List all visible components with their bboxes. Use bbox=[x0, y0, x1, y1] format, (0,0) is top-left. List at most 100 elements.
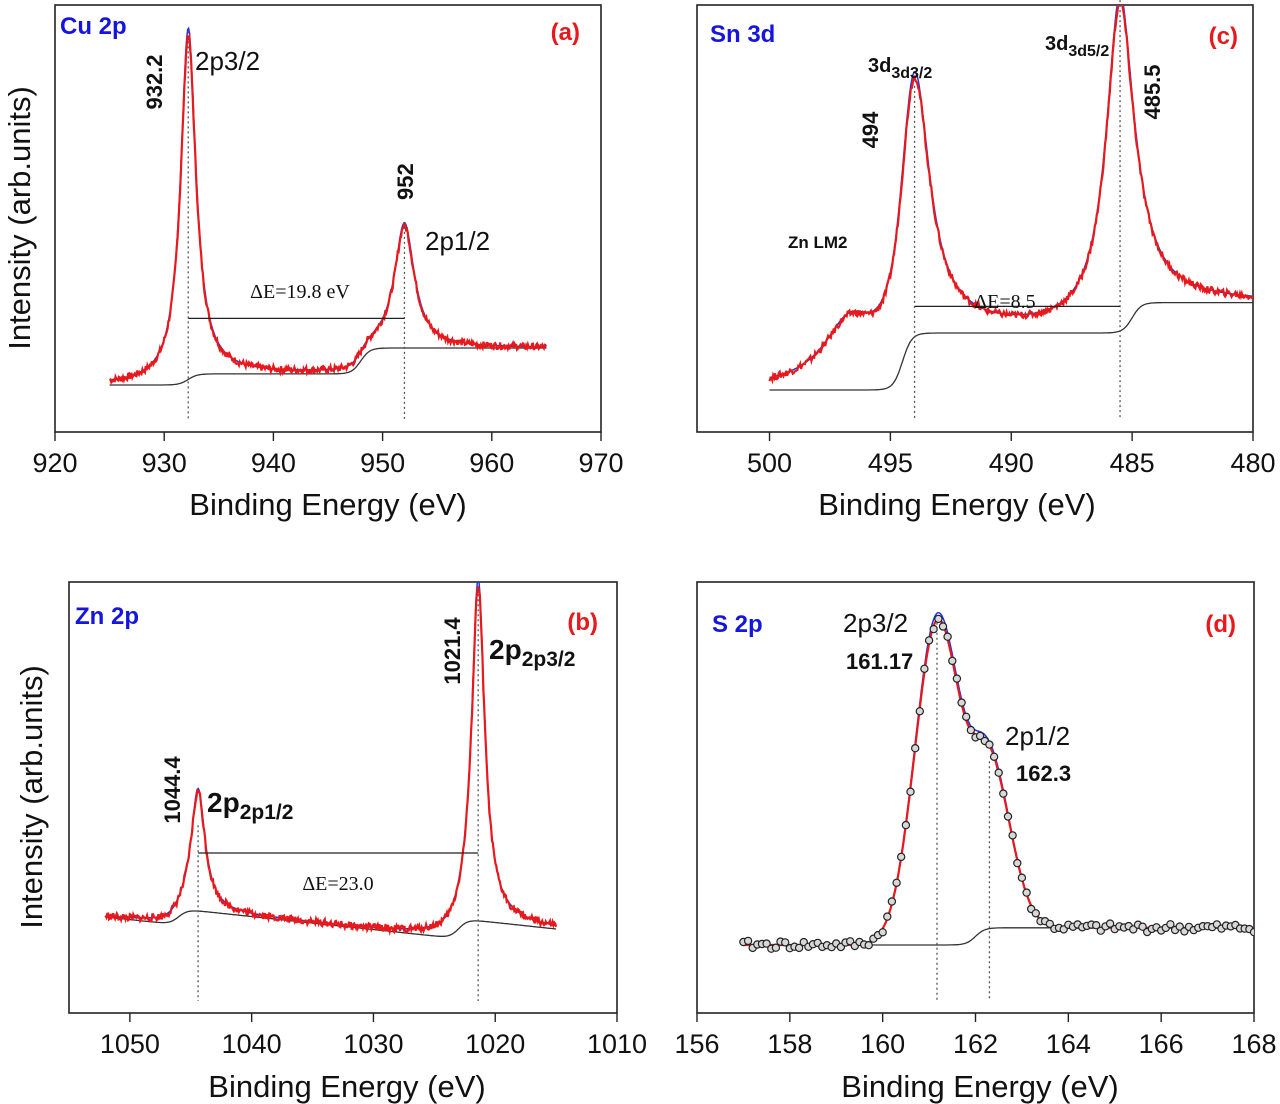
data-point bbox=[1008, 831, 1017, 840]
x-tick-label: 162 bbox=[953, 1029, 998, 1059]
x-tick-label: 164 bbox=[1046, 1029, 1091, 1059]
panel-label: (b) bbox=[567, 609, 598, 636]
peak-label-text: 2p3/2 bbox=[522, 648, 576, 671]
data-point bbox=[943, 632, 952, 641]
x-tick-label: 500 bbox=[747, 448, 792, 478]
x-ticks: 156 158 160 162 164 166 168 bbox=[674, 1013, 1277, 1059]
plot-frame bbox=[54, 4, 602, 433]
data-point bbox=[887, 897, 897, 906]
data-point bbox=[915, 707, 925, 716]
x-axis-label: Binding Energy (eV) bbox=[818, 487, 1095, 522]
data-point bbox=[999, 789, 1008, 798]
y-axis-label: Intensity (arb.units) bbox=[14, 665, 49, 929]
data-point bbox=[966, 725, 976, 735]
x-tick-label: 480 bbox=[1230, 448, 1275, 478]
data-point bbox=[929, 624, 938, 634]
data-point bbox=[1003, 812, 1013, 821]
data-point bbox=[962, 712, 971, 722]
data-point bbox=[934, 614, 943, 624]
x-tick-label: 156 bbox=[674, 1029, 719, 1059]
peak-label: 2p2p3/2 bbox=[489, 634, 575, 671]
data-point bbox=[1017, 873, 1027, 882]
x-tick-label: 1040 bbox=[222, 1029, 282, 1059]
data-point bbox=[743, 936, 753, 946]
spectrum-curve bbox=[743, 618, 1254, 947]
x-tick-label: 920 bbox=[32, 448, 77, 478]
x-tick-label: 940 bbox=[251, 448, 296, 478]
x-ticks: 920 930 940 950 960 970 bbox=[32, 432, 624, 478]
data-point bbox=[1031, 909, 1041, 918]
peak-label: 2p3/2 bbox=[843, 608, 908, 638]
x-tick-label: 930 bbox=[142, 448, 187, 478]
peak-label: 2p2p1/2 bbox=[207, 787, 293, 824]
spectrum-curve bbox=[109, 32, 547, 385]
element-label: Cu 2p bbox=[60, 13, 127, 40]
peak-value-label: 1021.4 bbox=[440, 617, 465, 685]
peak-value-label: 162.3 bbox=[1016, 761, 1071, 786]
data-point bbox=[948, 656, 957, 666]
data-point bbox=[1249, 927, 1254, 937]
peak-label-text: 3d5/2 bbox=[1068, 43, 1109, 60]
splitting-label: ΔE=23.0 bbox=[302, 873, 373, 895]
data-point bbox=[762, 939, 771, 948]
splitting-label: ΔE=8.5 bbox=[974, 291, 1035, 313]
x-tick-label: 950 bbox=[360, 448, 405, 478]
peak-label: Zn LM2 bbox=[788, 233, 848, 252]
element-label: Sn 3d bbox=[710, 21, 775, 48]
peak-value-label: 494 bbox=[858, 111, 883, 148]
data-point bbox=[1166, 920, 1175, 929]
plot-frame bbox=[68, 581, 618, 1014]
data-point bbox=[985, 740, 994, 749]
peak-label: 3d3d3/2 bbox=[868, 55, 932, 82]
data-point bbox=[1013, 858, 1022, 868]
data-points bbox=[739, 614, 1254, 953]
fit-component-curve bbox=[109, 26, 547, 381]
fit-component-curve bbox=[743, 611, 1254, 946]
x-tick-label: 1050 bbox=[100, 1029, 160, 1059]
panel-label: (a) bbox=[551, 19, 580, 46]
x-tick-label: 168 bbox=[1231, 1029, 1276, 1059]
x-tick-label: 166 bbox=[1139, 1029, 1184, 1059]
panel-label: (d) bbox=[1205, 611, 1236, 638]
peak-label: 3d3d5/2 bbox=[1045, 33, 1109, 60]
data-point bbox=[911, 744, 920, 753]
peak-label: 2p1/2 bbox=[425, 226, 490, 256]
x-axis-label: Binding Energy (eV) bbox=[208, 1069, 485, 1104]
data-point bbox=[952, 674, 962, 683]
panel-a: 920 930 940 950 960 970 ΔE=19.8 eV Cu 2p (a) … bbox=[2, 4, 624, 522]
panel-d: 156 158 160 162 164 166 168 S 2p (d) 2p3/2 161… bbox=[674, 581, 1277, 1104]
data-point bbox=[901, 820, 911, 830]
data-point bbox=[781, 938, 790, 947]
data-point bbox=[771, 943, 781, 952]
x-axis-label: Binding Energy (eV) bbox=[189, 487, 466, 522]
peak-label: 2p1/2 bbox=[1005, 721, 1070, 751]
data-point bbox=[906, 787, 915, 796]
peak-value-label: 932.2 bbox=[142, 54, 167, 109]
panel-label: (c) bbox=[1209, 23, 1238, 50]
data-point bbox=[1045, 919, 1055, 929]
x-tick-label: 1010 bbox=[587, 1029, 647, 1059]
x-ticks: 1050 1040 1030 1020 1010 bbox=[100, 1013, 647, 1059]
x-ticks: 500 495 490 485 480 bbox=[747, 432, 1276, 478]
peak-value-label: 1044.4 bbox=[160, 756, 185, 824]
peak-value-label: 161.17 bbox=[846, 649, 913, 674]
data-point bbox=[994, 768, 1003, 777]
data-point bbox=[1138, 922, 1147, 931]
x-tick-label: 1020 bbox=[465, 1029, 525, 1059]
data-point bbox=[1091, 921, 1101, 930]
element-label: Zn 2p bbox=[75, 603, 139, 630]
peak-value-label: 485.5 bbox=[1140, 64, 1165, 119]
data-point bbox=[989, 752, 999, 762]
peak-label-text: 2p1/2 bbox=[240, 801, 294, 824]
data-point bbox=[1022, 888, 1031, 897]
x-tick-label: 1030 bbox=[343, 1029, 403, 1059]
data-point bbox=[938, 622, 948, 631]
data-point bbox=[957, 698, 966, 707]
data-point bbox=[794, 943, 804, 953]
data-point bbox=[883, 912, 892, 921]
x-tick-label: 490 bbox=[989, 448, 1034, 478]
data-point bbox=[864, 941, 873, 950]
peak-label: 2p3/2 bbox=[195, 46, 260, 76]
x-tick-label: 970 bbox=[578, 448, 623, 478]
